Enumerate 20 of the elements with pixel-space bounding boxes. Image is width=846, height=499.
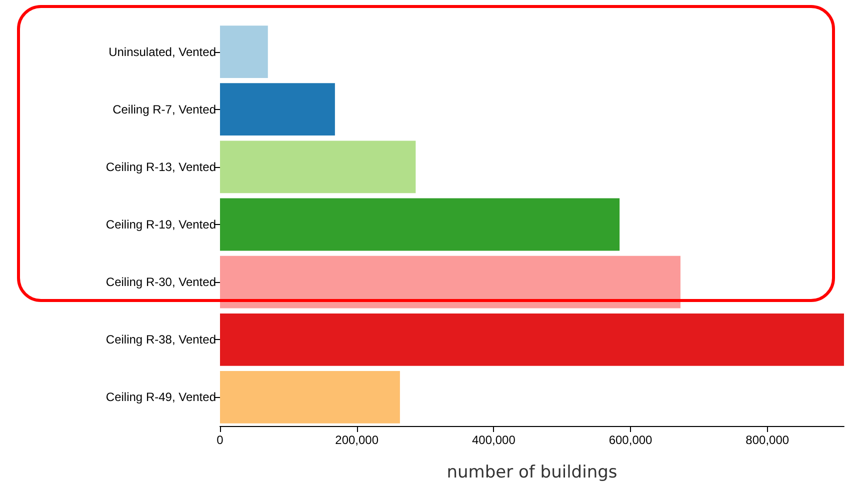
bar xyxy=(220,140,416,194)
bar xyxy=(220,198,620,251)
bar xyxy=(220,371,400,424)
x-tick-label: 800,000 xyxy=(746,433,790,447)
y-tick-label: Ceiling R-19, Vented xyxy=(106,218,216,232)
bar xyxy=(220,256,680,308)
x-tick-label: 200,000 xyxy=(335,433,379,447)
bar xyxy=(220,83,335,136)
y-tick-label: Ceiling R-13, Vented xyxy=(106,160,216,174)
x-axis-title: number of buildings xyxy=(446,462,618,482)
bar xyxy=(220,26,268,78)
x-tick-label: 600,000 xyxy=(608,433,653,447)
y-tick-label: Ceiling R-30, Vented xyxy=(106,275,216,290)
y-tick-label: Ceiling R-49, Vented xyxy=(106,390,216,404)
bar xyxy=(220,313,844,366)
x-tick-label: 400,000 xyxy=(472,433,516,447)
y-tick-label: Ceiling R-38, Vented xyxy=(106,332,216,347)
y-tick-label: Ceiling R-7, Vented xyxy=(112,102,216,116)
y-tick-label: Uninsulated, Vented xyxy=(108,44,216,59)
x-tick-label: 0 xyxy=(216,433,224,447)
